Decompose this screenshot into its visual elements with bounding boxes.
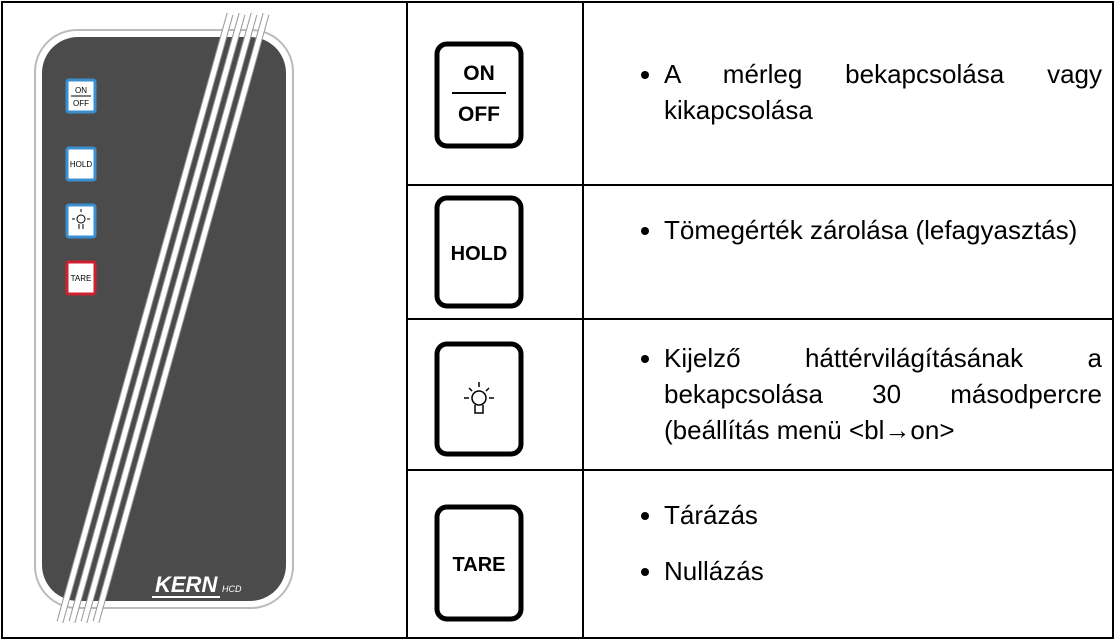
small-key-label: TARE: [71, 274, 92, 283]
key-on-off: ON OFF: [434, 41, 524, 149]
device-body: [42, 37, 286, 601]
brand-logo: KERN: [155, 572, 218, 597]
description-item: Kijelző háttérvilágításának a bekapcsolá…: [664, 340, 1102, 448]
description-item: A mérleg bekapcsolása vagy kikapcsolása: [664, 56, 1102, 128]
description-item: Tömegérték zárolása (lefagyasztás): [664, 212, 1102, 248]
description: Tárázás Nullázás: [620, 497, 1102, 589]
small-key: [65, 203, 97, 239]
key-label: TARE: [453, 554, 506, 576]
key-tare: TARE: [434, 504, 524, 622]
key-label: HOLD: [451, 243, 508, 265]
device: ON OFF HOLD TARE KERN HCD: [34, 13, 294, 623]
small-key: [65, 260, 97, 296]
key-label: ON: [463, 62, 495, 85]
small-key-label: OFF: [73, 99, 89, 108]
small-key-label: HOLD: [70, 160, 92, 169]
description: Kijelző háttérvilágításának a bekapcsolá…: [620, 340, 1102, 448]
small-bulb-icon: [72, 209, 90, 229]
model-logo: HCD: [222, 584, 242, 594]
small-key-label: ON: [75, 86, 87, 95]
description-item: Nullázás: [664, 553, 1102, 589]
key-backlight: [434, 341, 524, 457]
description: A mérleg bekapcsolása vagy kikapcsolása: [620, 56, 1102, 128]
description-item: Tárázás: [664, 497, 1102, 533]
key-hold: HOLD: [434, 195, 524, 309]
stripes: [57, 13, 269, 623]
description: Tömegérték zárolása (lefagyasztás): [620, 212, 1102, 248]
small-key: [65, 146, 97, 182]
key-label: OFF: [458, 103, 500, 126]
